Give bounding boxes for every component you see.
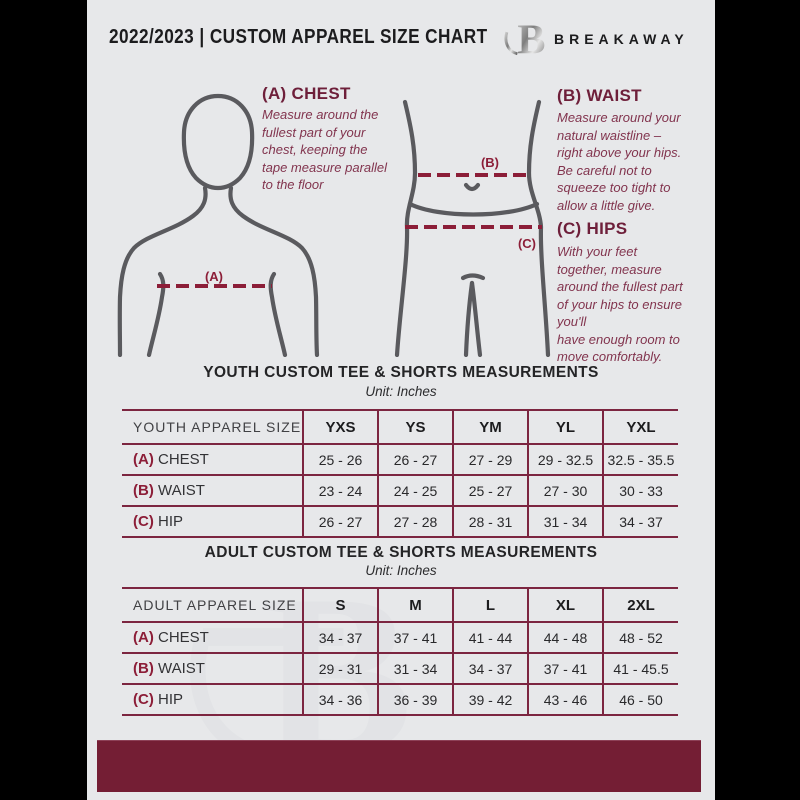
right-shoulder-arm — [228, 185, 320, 357]
crotch-curve — [460, 273, 486, 281]
navel-mark — [463, 182, 481, 192]
table-cell: 29 - 32.5 — [527, 443, 603, 475]
table-cell: 24 - 25 — [377, 474, 453, 506]
left-shoulder-arm — [117, 185, 208, 357]
footer-accent-bar — [97, 740, 701, 792]
table-cell: 34 - 36 — [302, 683, 378, 716]
youth-hip-row: (C) HIP 26 - 27 27 - 28 28 - 31 31 - 34 … — [122, 505, 678, 538]
page-title: 2022/2023 | CUSTOM APPAREL SIZE CHART — [109, 26, 488, 48]
left-armpit-line — [146, 271, 166, 357]
row-label-text: WAIST — [153, 482, 205, 499]
row-marker: (B) — [133, 482, 154, 499]
row-marker: (A) — [133, 451, 154, 468]
table-cell: 39 - 42 — [452, 683, 528, 716]
table-cell: 46 - 50 — [602, 683, 678, 716]
table-cell: 27 - 28 — [377, 505, 453, 538]
column-header: YL — [527, 409, 603, 444]
head-outline — [181, 93, 255, 191]
column-header: YXS — [302, 409, 378, 444]
hips-description: With your feet together, measure around … — [557, 244, 683, 364]
row-label-text: CHEST — [153, 629, 209, 646]
youth-section-title: YOUTH CUSTOM TEE & SHORTS MEASUREMENTS — [203, 364, 599, 381]
belly-curve — [407, 201, 540, 217]
adult-chest-row: (A) CHEST 34 - 37 37 - 41 41 - 44 44 - 4… — [122, 621, 678, 653]
table-cell: 26 - 27 — [377, 443, 453, 475]
table-cell: 25 - 26 — [302, 443, 378, 475]
table-cell: 48 - 52 — [602, 621, 678, 653]
youth-size-table: YOUTH APPAREL SIZE YXS YS YM YL YXL (A) … — [122, 409, 678, 538]
column-header: XL — [527, 587, 603, 622]
row-marker: (C) — [133, 691, 154, 708]
waist-marker-label: (B) — [481, 155, 499, 170]
adult-unit-label: Unit: Inches — [365, 563, 437, 578]
table-cell: 25 - 27 — [452, 474, 528, 506]
row-label-text: HIP — [153, 513, 184, 530]
chest-heading: (A) CHEST — [262, 84, 351, 103]
row-marker: (B) — [133, 660, 154, 677]
youth-unit-label: Unit: Inches — [365, 384, 437, 399]
inner-right-leg — [469, 280, 483, 357]
table-cell: 44 - 48 — [527, 621, 603, 653]
row-marker: (A) — [133, 629, 154, 646]
column-header: YXL — [602, 409, 678, 444]
table-cell: 43 - 46 — [527, 683, 603, 716]
column-header: M — [377, 587, 453, 622]
row-marker: (C) — [133, 513, 154, 530]
column-header: YS — [377, 409, 453, 444]
table-cell: 34 - 37 — [302, 621, 378, 653]
column-header: S — [302, 587, 378, 622]
hips-marker-label: (C) — [518, 236, 536, 251]
breakaway-logo-icon: B — [504, 16, 546, 60]
table-cell: 27 - 30 — [527, 474, 603, 506]
adult-size-table: ADULT APPAREL SIZE S M L XL 2XL (A) CHES… — [122, 587, 678, 716]
size-chart-page: B 2022/2023 | CUSTOM APPAREL SIZE CHART … — [87, 0, 715, 800]
adult-header-row: ADULT APPAREL SIZE S M L XL 2XL — [122, 587, 678, 622]
waist-heading: (B) WAIST — [557, 86, 642, 105]
right-black-bar — [713, 0, 800, 800]
table-cell: 29 - 31 — [302, 652, 378, 684]
table-cell: 37 - 41 — [527, 652, 603, 684]
table-cell: 28 - 31 — [452, 505, 528, 538]
table-cell: 23 - 24 — [302, 474, 378, 506]
adult-waist-row: (B) WAIST 29 - 31 31 - 34 34 - 37 37 - 4… — [122, 652, 678, 684]
table-cell: 36 - 39 — [377, 683, 453, 716]
row-label-text: WAIST — [153, 660, 205, 677]
table-cell: 41 - 45.5 — [602, 652, 678, 684]
adult-hip-row: (C) HIP 34 - 36 36 - 39 39 - 42 43 - 46 … — [122, 683, 678, 716]
table-cell: 31 - 34 — [527, 505, 603, 538]
chest-description: Measure around the fullest part of your … — [262, 107, 388, 192]
brand-name: BREAKAWAY — [554, 31, 689, 47]
adult-section-title: ADULT CUSTOM TEE & SHORTS MEASUREMENTS — [204, 544, 598, 561]
inner-left-leg — [463, 280, 475, 357]
waist-description: Measure around your natural waistline – … — [557, 110, 682, 213]
table-cell: 31 - 34 — [377, 652, 453, 684]
table-cell: 34 - 37 — [452, 652, 528, 684]
youth-chest-row: (A) CHEST 25 - 26 26 - 27 27 - 29 29 - 3… — [122, 443, 678, 475]
column-header: 2XL — [602, 587, 678, 622]
left-black-bar — [0, 0, 87, 800]
youth-size-column-label: YOUTH APPAREL SIZE — [122, 409, 303, 444]
table-cell: 34 - 37 — [602, 505, 678, 538]
hips-heading: (C) HIPS — [557, 219, 628, 238]
youth-waist-row: (B) WAIST 23 - 24 24 - 25 25 - 27 27 - 3… — [122, 474, 678, 506]
column-header: L — [452, 587, 528, 622]
row-label-text: HIP — [153, 691, 184, 708]
table-cell: 27 - 29 — [452, 443, 528, 475]
table-cell: 30 - 33 — [602, 474, 678, 506]
table-cell: 32.5 - 35.5 — [602, 443, 678, 475]
chest-marker-label: (A) — [205, 269, 223, 284]
column-header: YM — [452, 409, 528, 444]
right-hip-leg — [526, 99, 551, 357]
table-cell: 26 - 27 — [302, 505, 378, 538]
row-label-text: CHEST — [153, 451, 209, 468]
table-cell: 37 - 41 — [377, 621, 453, 653]
right-armpit-line — [268, 271, 288, 357]
youth-header-row: YOUTH APPAREL SIZE YXS YS YM YL YXL — [122, 409, 678, 444]
lower-body-figure: (B) (C) — [394, 99, 551, 357]
table-cell: 41 - 44 — [452, 621, 528, 653]
adult-size-column-label: ADULT APPAREL SIZE — [122, 587, 303, 622]
